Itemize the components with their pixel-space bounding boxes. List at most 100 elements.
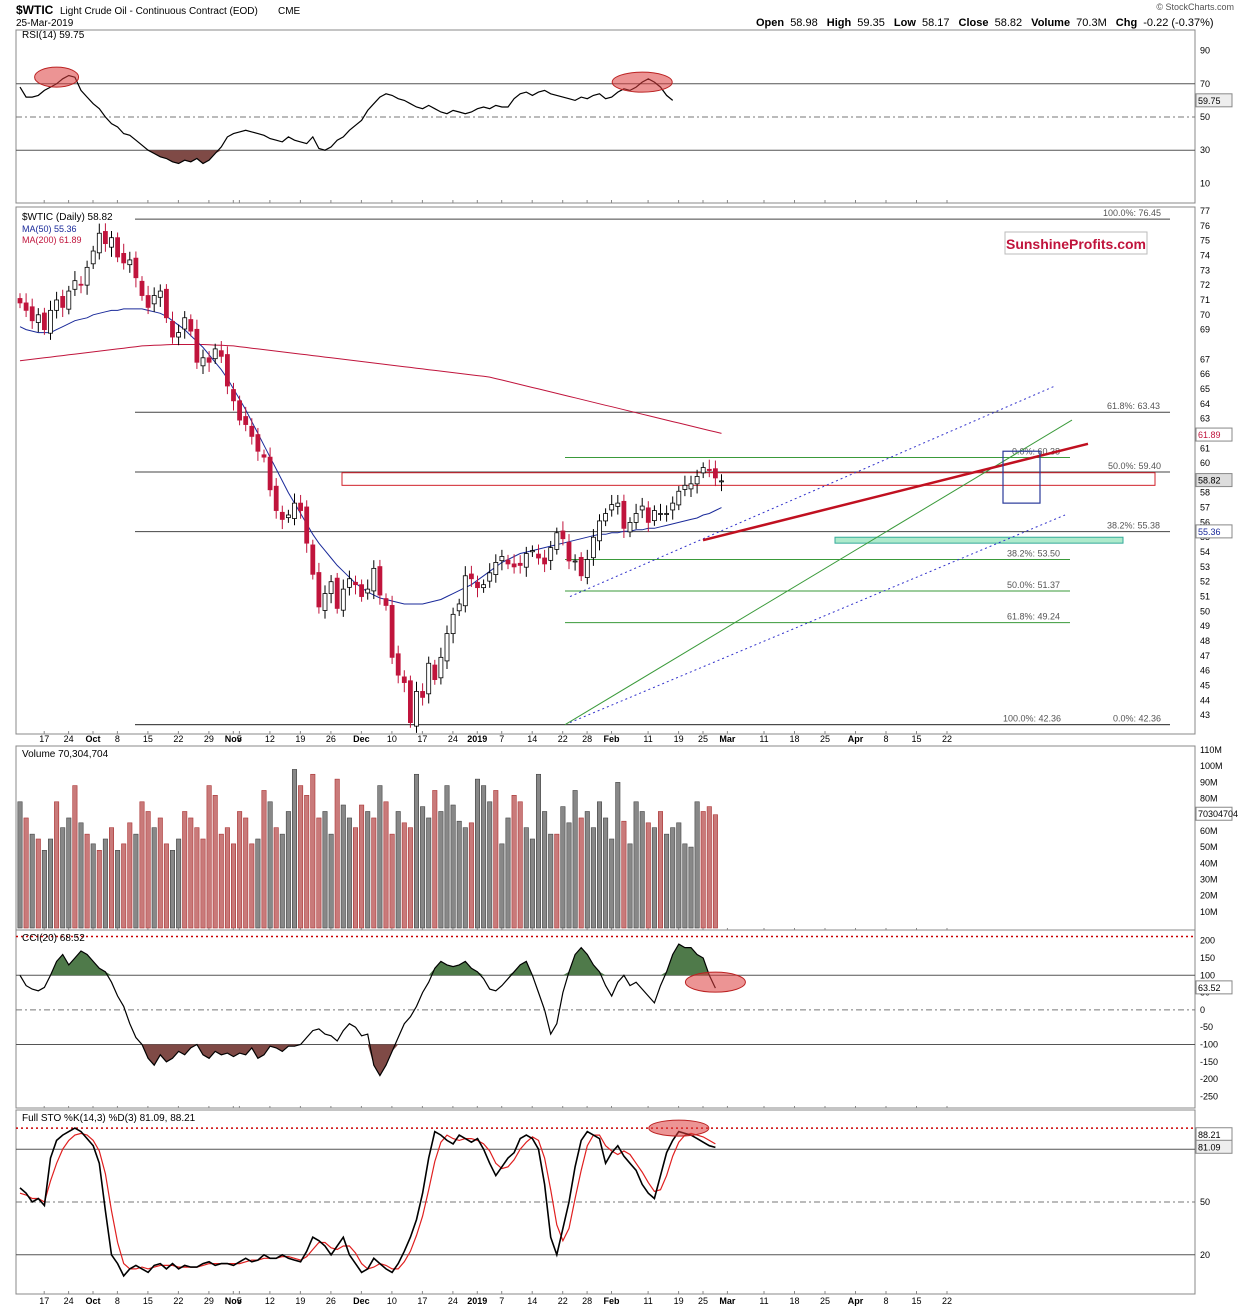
volume-tick: 100M <box>1200 761 1223 771</box>
x-axis-label: 25 <box>698 734 708 744</box>
sto-last-k-bg <box>1195 1139 1233 1154</box>
x-axis-label: 5 <box>237 734 242 744</box>
volume-bar <box>712 814 718 929</box>
candle-body <box>377 566 383 596</box>
volume-bar <box>224 827 230 929</box>
x-axis-label: 7 <box>499 734 504 744</box>
candle-body <box>103 231 108 245</box>
volume-bar <box>432 790 438 929</box>
fib-green-label-382: 38.2%: 53.50 <box>1007 548 1060 558</box>
x-axis-label: 15 <box>143 1296 153 1306</box>
volume-bar <box>188 817 194 929</box>
volume-bar <box>603 817 609 929</box>
volume-bar <box>133 833 139 929</box>
red-resistance-line <box>702 442 1089 542</box>
volume-bar <box>633 801 639 929</box>
candle-body <box>450 613 456 635</box>
candle-body <box>133 257 139 279</box>
x-axis-label: 28 <box>582 734 592 744</box>
candle-body <box>706 468 712 471</box>
candle-body <box>346 578 352 588</box>
x-axis-label: Nov <box>225 734 242 744</box>
volume-bar <box>609 838 615 929</box>
volume-bar <box>535 773 541 929</box>
x-axis-label: 24 <box>448 734 458 744</box>
candle-body <box>145 295 151 308</box>
candle-body <box>493 562 499 575</box>
candle-body <box>121 253 127 264</box>
x-axis-label: 22 <box>173 1296 183 1306</box>
fib-label-0-low: 0.0%: 42.36 <box>1113 714 1161 724</box>
volume-bar <box>706 806 712 929</box>
volume-bar <box>499 843 505 929</box>
volume-bar <box>682 843 688 929</box>
sto-last-d: 88.21 <box>1198 1130 1221 1140</box>
volume-bar <box>596 801 602 929</box>
legend-ma50: MA(50) 55.36 <box>22 224 77 234</box>
volume-bar <box>523 827 529 929</box>
candle-body <box>438 656 444 679</box>
x-axis-label: 19 <box>295 734 305 744</box>
volume-bar <box>145 811 151 929</box>
candle-body <box>224 354 230 387</box>
candle-body <box>420 691 426 698</box>
price-right-label-2: 55.36 <box>1198 527 1221 537</box>
candle-body <box>468 573 474 580</box>
candle-body <box>487 572 493 582</box>
x-axis-label: 7 <box>499 1296 504 1306</box>
volume-bar <box>212 795 218 929</box>
volume-bar <box>298 785 304 929</box>
price-right-label-1-bg <box>1195 473 1233 488</box>
rsi-tick: 90 <box>1200 46 1210 56</box>
volume-bar <box>151 827 157 929</box>
header-source: © StockCharts.com <box>1156 2 1234 12</box>
candle-body <box>621 500 627 529</box>
volume-bar <box>157 817 163 929</box>
volume-bar <box>35 838 41 929</box>
price-layer: 7776757473727170696766656463616059585756… <box>17 206 1233 733</box>
rsi-tick: 10 <box>1200 178 1210 188</box>
volume-label: Volume <box>1031 17 1070 29</box>
volume-bar <box>243 817 249 929</box>
volume-bar <box>54 801 60 929</box>
volume-bar <box>566 822 572 929</box>
candle-body <box>90 250 96 265</box>
cci-tick: -250 <box>1200 1091 1218 1101</box>
volume-bar <box>420 806 426 929</box>
x-axis-label: 25 <box>698 1296 708 1306</box>
volume-bar <box>182 811 188 929</box>
fib-label-50: 50.0%: 59.40 <box>1108 461 1161 471</box>
candle-body <box>560 530 566 540</box>
price-tick: 53 <box>1200 562 1210 572</box>
candle-body <box>591 536 596 559</box>
price-tick: 66 <box>1200 369 1210 379</box>
volume-bar <box>700 811 706 929</box>
rsi-highlight-mar <box>611 71 673 93</box>
price-tick: 70 <box>1200 310 1210 320</box>
fib-label-100-low: 100.0%: 42.36 <box>1003 714 1061 724</box>
candle-body <box>554 532 560 550</box>
price-right-label-1: 58.82 <box>1198 476 1221 486</box>
candle-body <box>505 559 511 565</box>
x-axis-label: 17 <box>417 1296 427 1306</box>
x-axis-label: 24 <box>64 1296 74 1306</box>
price-tick: 76 <box>1200 221 1210 231</box>
cci-tick: 100 <box>1200 970 1215 980</box>
x-axis-label: 14 <box>527 1296 537 1306</box>
x-axis-label: 28 <box>582 1296 592 1306</box>
candle-body <box>700 467 706 474</box>
candle-body <box>255 434 261 452</box>
rsi-last-value-bg <box>1195 93 1233 108</box>
volume-value: 70.3M <box>1076 17 1107 29</box>
volume-bar <box>664 833 670 929</box>
cci-tick: -100 <box>1200 1039 1218 1049</box>
volume-layer: 110M100M90M80M70M60M50M40M30M20M10M70304… <box>17 745 1238 929</box>
price-right-label-0-bg <box>1195 427 1233 442</box>
volume-bar <box>371 817 377 929</box>
candle-body <box>188 319 194 332</box>
volume-last-value-bg <box>1195 806 1233 821</box>
candle-body <box>139 280 145 296</box>
volume-bar <box>505 817 511 929</box>
volume-bar <box>481 785 487 929</box>
candle-body <box>322 593 328 611</box>
